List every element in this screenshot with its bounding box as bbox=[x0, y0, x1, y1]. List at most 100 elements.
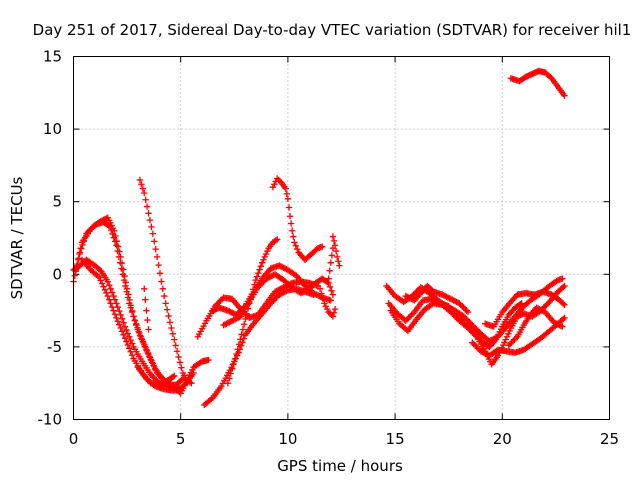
data-point bbox=[464, 308, 472, 316]
data-point bbox=[208, 395, 215, 403]
data-point bbox=[291, 239, 298, 246]
data-point bbox=[561, 282, 568, 290]
data-point bbox=[322, 303, 329, 310]
data-point bbox=[456, 316, 464, 323]
data-point bbox=[224, 319, 232, 327]
data-point bbox=[267, 300, 274, 307]
data-point bbox=[290, 233, 297, 240]
data-point bbox=[328, 252, 336, 259]
data-point bbox=[471, 342, 479, 349]
data-point bbox=[300, 288, 307, 295]
data-point bbox=[297, 289, 304, 297]
data-point bbox=[329, 233, 337, 240]
data-point bbox=[135, 328, 142, 335]
data-point bbox=[553, 277, 560, 285]
data-point bbox=[148, 223, 155, 231]
data-point bbox=[160, 379, 167, 386]
data-point bbox=[159, 285, 167, 293]
data-point bbox=[96, 218, 103, 226]
data-point bbox=[145, 350, 152, 358]
data-point bbox=[178, 364, 185, 371]
x-tick-label: 25 bbox=[600, 430, 619, 448]
data-point bbox=[414, 287, 422, 294]
data-point bbox=[256, 266, 263, 273]
data-point bbox=[402, 292, 410, 300]
data-point bbox=[111, 296, 119, 303]
data-point bbox=[451, 297, 459, 305]
data-point bbox=[505, 342, 512, 349]
data-point bbox=[110, 292, 117, 300]
x-tick-label: 0 bbox=[69, 430, 79, 448]
data-point bbox=[541, 303, 549, 310]
x-tick-label: 10 bbox=[278, 430, 297, 448]
data-point bbox=[143, 307, 150, 314]
data-point bbox=[329, 291, 337, 298]
data-point bbox=[146, 216, 154, 224]
data-point bbox=[463, 307, 470, 314]
data-point bbox=[335, 258, 342, 265]
data-point bbox=[298, 289, 306, 296]
data-point bbox=[551, 319, 559, 327]
data-point bbox=[258, 259, 266, 266]
data-point bbox=[262, 250, 270, 258]
data-point bbox=[314, 292, 322, 299]
data-point bbox=[469, 321, 476, 329]
data-point bbox=[122, 279, 130, 286]
data-point bbox=[408, 311, 415, 319]
data-point bbox=[273, 287, 280, 295]
data-point bbox=[481, 350, 489, 357]
data-point bbox=[269, 183, 277, 191]
data-point bbox=[509, 337, 517, 345]
data-point bbox=[470, 323, 477, 330]
data-point bbox=[186, 379, 194, 386]
data-point bbox=[276, 291, 283, 298]
data-point bbox=[409, 310, 417, 317]
data-point bbox=[142, 344, 149, 352]
data-point bbox=[512, 334, 520, 342]
series-arc-14 bbox=[316, 285, 339, 320]
data-point bbox=[288, 227, 296, 234]
data-point bbox=[537, 306, 545, 314]
data-point bbox=[503, 333, 511, 340]
data-point bbox=[559, 283, 567, 291]
data-point bbox=[559, 275, 566, 282]
data-point bbox=[175, 353, 182, 361]
data-point bbox=[148, 357, 155, 364]
data-point bbox=[104, 278, 112, 285]
data-point bbox=[443, 293, 450, 301]
data-point bbox=[403, 326, 410, 333]
data-point bbox=[132, 320, 140, 328]
data-point bbox=[285, 204, 293, 211]
data-point bbox=[429, 296, 437, 303]
series-arc-10 bbox=[209, 262, 334, 319]
data-point bbox=[114, 243, 122, 250]
data-point bbox=[168, 324, 175, 332]
data-point bbox=[271, 295, 279, 303]
data-point bbox=[316, 285, 324, 293]
data-point bbox=[127, 336, 134, 344]
data-point bbox=[228, 365, 236, 372]
data-point bbox=[511, 336, 518, 343]
data-point bbox=[477, 348, 485, 355]
data-point bbox=[319, 243, 326, 250]
data-point bbox=[310, 289, 317, 297]
data-point bbox=[110, 307, 117, 314]
data-point bbox=[177, 387, 184, 394]
data-point bbox=[474, 345, 482, 352]
data-point bbox=[152, 366, 159, 374]
data-point bbox=[77, 244, 84, 252]
data-point bbox=[114, 318, 122, 325]
grid-lines bbox=[73, 56, 610, 420]
data-point bbox=[327, 259, 334, 266]
data-point bbox=[161, 378, 169, 385]
data-point bbox=[145, 210, 152, 217]
series-arc-5 bbox=[136, 176, 195, 387]
data-point bbox=[261, 253, 268, 261]
data-point bbox=[126, 333, 133, 340]
data-point bbox=[221, 321, 229, 328]
data-point bbox=[151, 238, 158, 245]
data-point bbox=[223, 320, 230, 327]
series-arc-9 bbox=[201, 285, 317, 409]
